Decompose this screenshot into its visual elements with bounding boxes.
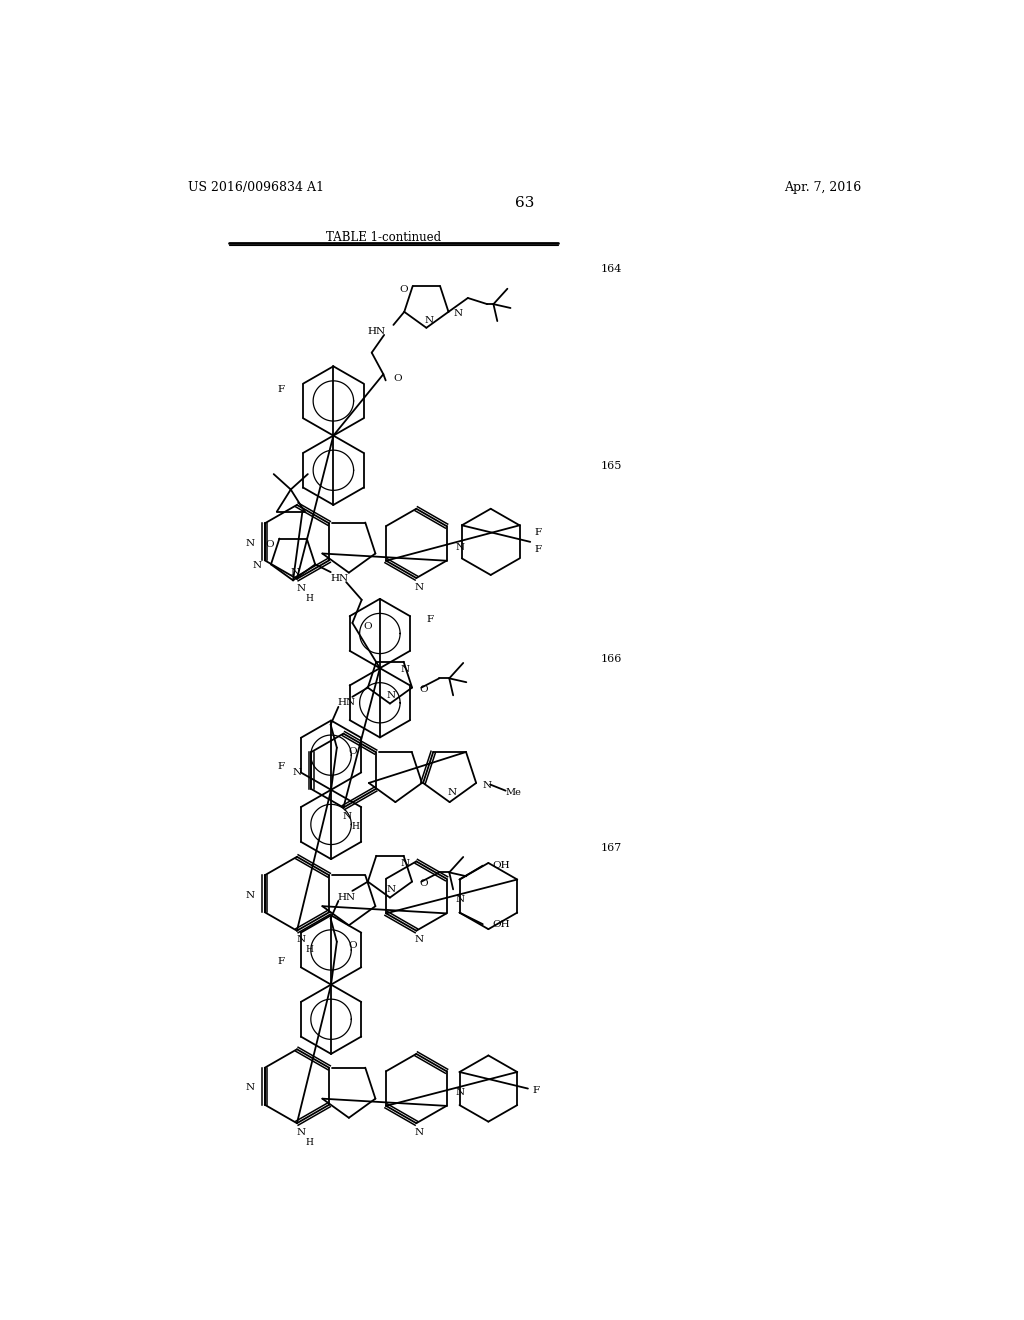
Text: F: F (535, 528, 542, 537)
Text: N: N (387, 886, 396, 895)
Text: 63: 63 (515, 197, 535, 210)
Text: H: H (305, 594, 313, 602)
Text: Me: Me (506, 788, 521, 797)
Text: N: N (456, 1088, 465, 1097)
Text: N: N (291, 568, 300, 577)
Text: HN: HN (368, 326, 386, 335)
Text: HN: HN (337, 698, 355, 708)
Text: N: N (447, 788, 457, 797)
Text: F: F (278, 957, 285, 966)
Text: F: F (278, 385, 285, 393)
Text: 166: 166 (601, 653, 623, 664)
Text: H: H (305, 1138, 313, 1147)
Text: US 2016/0096834 A1: US 2016/0096834 A1 (188, 181, 325, 194)
Text: N: N (387, 692, 396, 701)
Text: O: O (420, 879, 428, 887)
Text: F: F (427, 615, 434, 624)
Text: O: O (364, 622, 372, 631)
Text: N: N (343, 812, 352, 821)
Text: N: N (293, 768, 301, 776)
Text: H: H (352, 822, 359, 832)
Text: O: O (399, 285, 408, 294)
Text: OH: OH (493, 920, 510, 929)
Text: N: N (414, 936, 423, 944)
Text: N: N (414, 1129, 423, 1137)
Text: 165: 165 (601, 462, 623, 471)
Text: OH: OH (493, 861, 510, 870)
Text: F: F (532, 1085, 540, 1094)
Text: 164: 164 (601, 264, 623, 273)
Text: 167: 167 (601, 842, 622, 853)
Text: N: N (414, 583, 423, 591)
Text: F: F (278, 762, 285, 771)
Text: H: H (305, 945, 313, 954)
Text: O: O (393, 374, 401, 383)
Text: N: N (482, 780, 492, 789)
Text: N: N (456, 895, 465, 904)
Text: O: O (348, 747, 356, 756)
Text: F: F (535, 545, 542, 554)
Text: N: N (296, 936, 305, 944)
Text: TABLE 1-continued: TABLE 1-continued (327, 231, 441, 244)
Text: N: N (253, 561, 261, 570)
Text: N: N (400, 665, 410, 675)
Text: N: N (296, 583, 305, 593)
Text: N: N (456, 543, 465, 552)
Text: N: N (246, 539, 255, 548)
Text: N: N (246, 1084, 255, 1092)
Text: O: O (420, 685, 428, 693)
Text: O: O (266, 540, 274, 549)
Text: N: N (424, 315, 433, 325)
Text: Apr. 7, 2016: Apr. 7, 2016 (784, 181, 861, 194)
Text: N: N (400, 859, 410, 869)
Text: N: N (246, 891, 255, 900)
Text: N: N (296, 1129, 305, 1137)
Text: N: N (454, 309, 463, 318)
Text: HN: HN (337, 892, 355, 902)
Text: HN: HN (331, 574, 349, 582)
Text: O: O (348, 941, 356, 950)
